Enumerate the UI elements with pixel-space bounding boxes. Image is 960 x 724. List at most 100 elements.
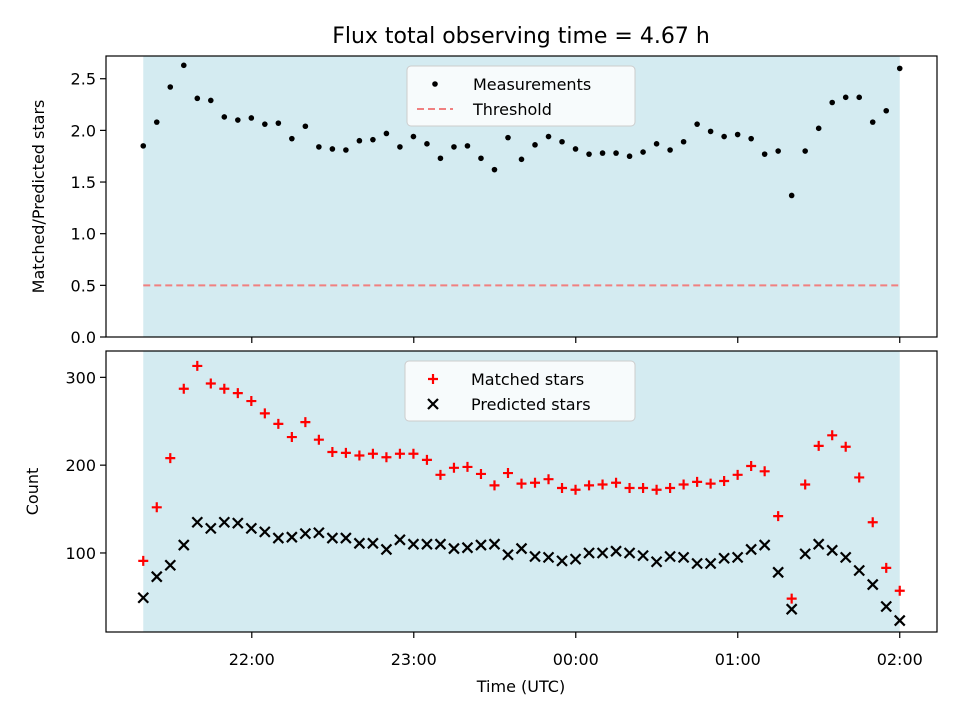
- matched-star-point: [381, 452, 392, 463]
- measurement-point: [694, 121, 700, 127]
- matched-star-point: [138, 555, 149, 566]
- predicted-star-point: [150, 570, 163, 583]
- measurement-point: [761, 151, 768, 157]
- matched-star-point: [894, 585, 905, 596]
- matched-star-point: [408, 448, 419, 459]
- matched-star-point: [543, 474, 554, 485]
- matched-star-point: [840, 441, 851, 452]
- matched-star-point: [300, 417, 311, 428]
- measurement-point: [140, 143, 147, 149]
- predicted-star-point: [758, 539, 771, 551]
- predicted-star-point: [542, 551, 555, 564]
- measurement-point: [302, 123, 309, 130]
- x-tick-label: 22:00: [229, 650, 275, 669]
- matched-star-point: [354, 450, 365, 461]
- predicted-star-point: [799, 548, 811, 560]
- y-tick-label: 100: [65, 544, 96, 563]
- predicted-star-point: [394, 534, 406, 546]
- measurement-point: [775, 148, 781, 154]
- measurement-point: [410, 133, 417, 140]
- x-tick-label: 23:00: [391, 650, 437, 669]
- matched-star-point: [759, 466, 770, 477]
- series-measurements: [140, 62, 903, 199]
- legend-dot-icon: [432, 81, 438, 87]
- predicted-star-point: [367, 537, 379, 550]
- predicted-star-point: [299, 527, 312, 540]
- matched-star-point: [719, 475, 730, 486]
- matched-star-point: [178, 383, 189, 394]
- predicted-star-point: [259, 526, 271, 538]
- measurement-point: [505, 134, 511, 141]
- y-axis-label: Matched/Predicted stars: [29, 100, 48, 294]
- predicted-star-point: [407, 538, 420, 550]
- predicted-star-point: [880, 600, 893, 613]
- predicted-star-point: [623, 547, 636, 559]
- chart-title: Flux total observing time = 4.67 h: [332, 24, 710, 49]
- matched-star-point: [421, 454, 432, 465]
- measurement-point: [153, 119, 160, 125]
- matched-star-point: [881, 562, 892, 573]
- matched-star-point: [516, 478, 527, 489]
- predicted-star-point: [488, 538, 501, 550]
- measurement-point: [896, 65, 903, 72]
- legend-box: [404, 360, 636, 422]
- measurement-point: [478, 155, 484, 162]
- matched-star-point: [489, 480, 500, 491]
- legend: Matched stars Predicted stars: [404, 360, 636, 422]
- measurement-point: [383, 130, 390, 137]
- measurement-point: [869, 119, 876, 125]
- predicted-star-point: [650, 555, 663, 568]
- x-axis: 22:00 23:00 00:00 01:00 02:00: [229, 650, 923, 669]
- matched-star-point: [313, 434, 324, 445]
- predicted-star-point: [191, 516, 204, 529]
- predicted-star-point: [637, 549, 649, 562]
- measurement-point: [572, 146, 579, 152]
- matched-star-point: [665, 482, 676, 493]
- matched-star-point: [327, 446, 338, 457]
- measurement-point: [802, 148, 808, 154]
- measurement-point: [532, 142, 538, 148]
- measurement-point: [289, 135, 295, 142]
- legend-plus-icon: [428, 374, 438, 384]
- predicted-star-point: [164, 559, 177, 572]
- predicted-star-point: [529, 550, 541, 563]
- measurement-point: [667, 147, 673, 153]
- measurement-point: [437, 155, 444, 162]
- matched-star-point: [651, 484, 662, 495]
- matched-star-point: [597, 479, 608, 490]
- measurement-point: [194, 95, 201, 102]
- legend-label: Threshold: [472, 100, 552, 119]
- predicted-star-point: [772, 566, 784, 579]
- matched-star-point: [448, 462, 459, 473]
- matched-star-point: [746, 461, 757, 472]
- predicted-star-point: [380, 543, 393, 556]
- measurement-point: [491, 166, 498, 173]
- measurement-point: [559, 138, 565, 145]
- measurement-point: [613, 150, 619, 156]
- predicted-star-point: [664, 550, 676, 563]
- measurement-point: [815, 125, 822, 132]
- legend-x-icon: [427, 398, 439, 410]
- matched-star-point: [219, 383, 230, 394]
- top-panel: 0.0 0.5 1.0 1.5 2.0 2.5 Matched/Predicted star…: [29, 55, 938, 347]
- predicted-star-point: [272, 532, 285, 544]
- matched-star-point: [732, 469, 743, 480]
- matched-star-point: [584, 480, 595, 491]
- measurement-point: [586, 151, 592, 157]
- matched-star-point: [813, 440, 824, 451]
- legend-label: Predicted stars: [471, 395, 591, 414]
- measurement-point: [545, 133, 552, 140]
- predicted-star-point: [610, 545, 622, 557]
- y-tick-label: 2.5: [71, 70, 96, 89]
- x-axis-label: Time (UTC): [476, 677, 565, 696]
- predicted-star-point: [232, 517, 244, 529]
- matched-star-point: [340, 447, 351, 458]
- measurement-point: [235, 117, 241, 123]
- measurement-point: [451, 144, 457, 150]
- matched-star-point: [867, 517, 878, 528]
- predicted-star-point: [731, 551, 744, 564]
- y-tick-label: 1.0: [71, 225, 96, 244]
- matched-star-point: [232, 388, 243, 399]
- measurement-point: [397, 144, 403, 150]
